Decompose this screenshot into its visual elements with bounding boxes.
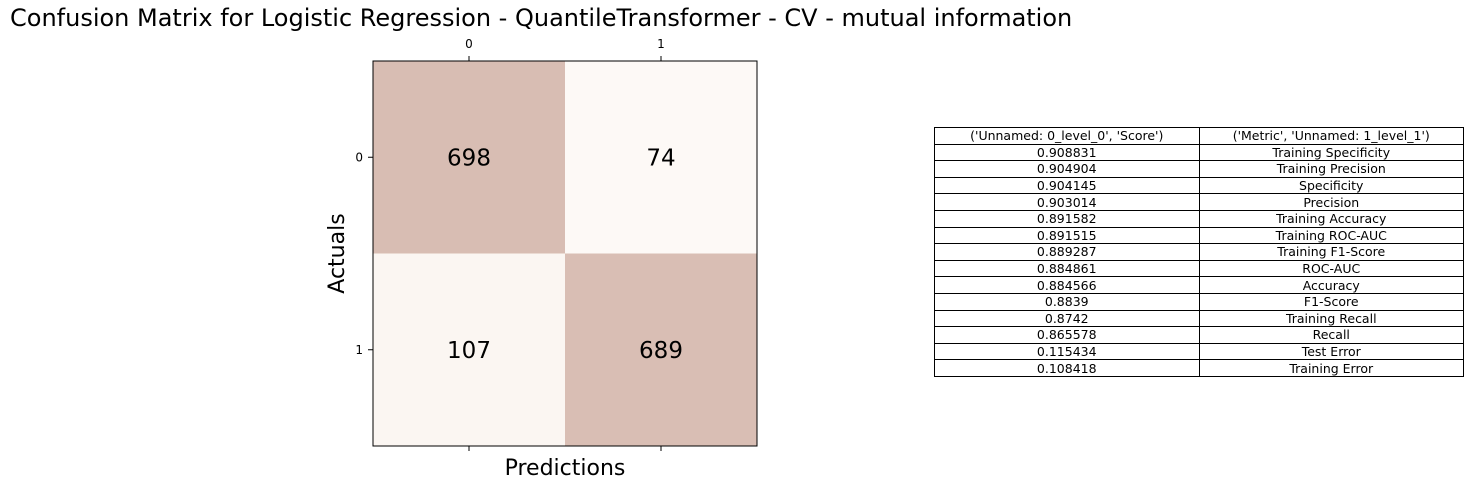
plot-frame	[372, 60, 758, 447]
score-cell: 0.884566	[934, 276, 1200, 294]
score-cell: 0.108418	[934, 359, 1200, 377]
cell-value-label: 689	[639, 338, 683, 364]
metric-cell: Accuracy	[1198, 276, 1464, 294]
metrics-table: ('Unnamed: 0_level_0', 'Score') ('Metric'…	[934, 127, 1464, 377]
score-cell: 0.884861	[934, 259, 1200, 278]
y-tick-label: 0	[355, 150, 363, 164]
y-tick-label: 1	[355, 343, 363, 357]
score-cell: 0.8742	[934, 309, 1200, 328]
metric-cell: Training Precision	[1198, 160, 1464, 178]
metric-cell: Training Recall	[1198, 309, 1464, 328]
table-row: 0.891582 Training Accuracy	[934, 209, 1464, 228]
score-cell: 0.8839	[934, 292, 1200, 311]
metric-cell: Training F1-Score	[1198, 243, 1464, 261]
metric-cell: Training Error	[1198, 359, 1464, 377]
x-tick-label: 0	[465, 37, 473, 51]
score-cell: 0.908831	[934, 143, 1200, 162]
score-cell: 0.903014	[934, 193, 1200, 211]
score-cell: 0.904904	[934, 160, 1200, 178]
table-header-cell-0: ('Unnamed: 0_level_0', 'Score')	[934, 127, 1200, 145]
table-row: 0.8742 Training Recall	[934, 309, 1464, 328]
cell-value-label: 107	[447, 338, 491, 364]
metric-cell: Recall	[1198, 326, 1464, 344]
table-row: 0.889287 Training F1-Score	[934, 243, 1464, 261]
score-cell: 0.115434	[934, 342, 1200, 361]
metric-cell: F1-Score	[1198, 292, 1464, 311]
x-tick-label: 1	[657, 37, 665, 51]
x-axis-label: Predictions	[505, 456, 626, 481]
cell-value-label: 74	[646, 145, 675, 171]
score-cell: 0.891582	[934, 209, 1200, 228]
table-row: 0.903014 Precision	[934, 193, 1464, 211]
score-cell: 0.904145	[934, 176, 1200, 195]
matrix-cell-0-0	[373, 61, 565, 254]
table-row: 0.904145 Specificity	[934, 176, 1464, 195]
metric-cell: Test Error	[1198, 342, 1464, 361]
table-row: 0.115434 Test Error	[934, 342, 1464, 361]
score-cell: 0.865578	[934, 326, 1200, 344]
matrix-cell-0-1	[565, 61, 757, 254]
metric-cell: Specificity	[1198, 176, 1464, 195]
table-row: 0.884566 Accuracy	[934, 276, 1464, 294]
y-axis-label: Actuals	[325, 213, 350, 293]
table-row: 0.8839 F1-Score	[934, 292, 1464, 311]
matrix-cell-1-1	[565, 253, 757, 446]
score-cell: 0.891515	[934, 226, 1200, 245]
table-header-cell-1: ('Metric', 'Unnamed: 1_level_1')	[1198, 127, 1464, 145]
table-row: 0.884861 ROC-AUC	[934, 259, 1464, 278]
table-row: 0.908831 Training Specificity	[934, 143, 1464, 162]
table-row: 0.865578 Recall	[934, 326, 1464, 344]
table-row: 0.108418 Training Error	[934, 359, 1464, 377]
table-row: 0.891515 Training ROC-AUC	[934, 226, 1464, 245]
metric-cell: Precision	[1198, 193, 1464, 211]
score-cell: 0.889287	[934, 243, 1200, 261]
metric-cell: Training ROC-AUC	[1198, 226, 1464, 245]
table-row: 0.904904 Training Precision	[934, 160, 1464, 178]
matrix-cell-1-0	[373, 253, 565, 446]
metric-cell: ROC-AUC	[1198, 259, 1464, 278]
chart-title: Confusion Matrix for Logistic Regression…	[10, 4, 1073, 32]
table-header-row: ('Unnamed: 0_level_0', 'Score') ('Metric'…	[934, 127, 1464, 145]
metric-cell: Training Accuracy	[1198, 209, 1464, 228]
metric-cell: Training Specificity	[1198, 143, 1464, 162]
cell-value-label: 698	[447, 145, 491, 171]
